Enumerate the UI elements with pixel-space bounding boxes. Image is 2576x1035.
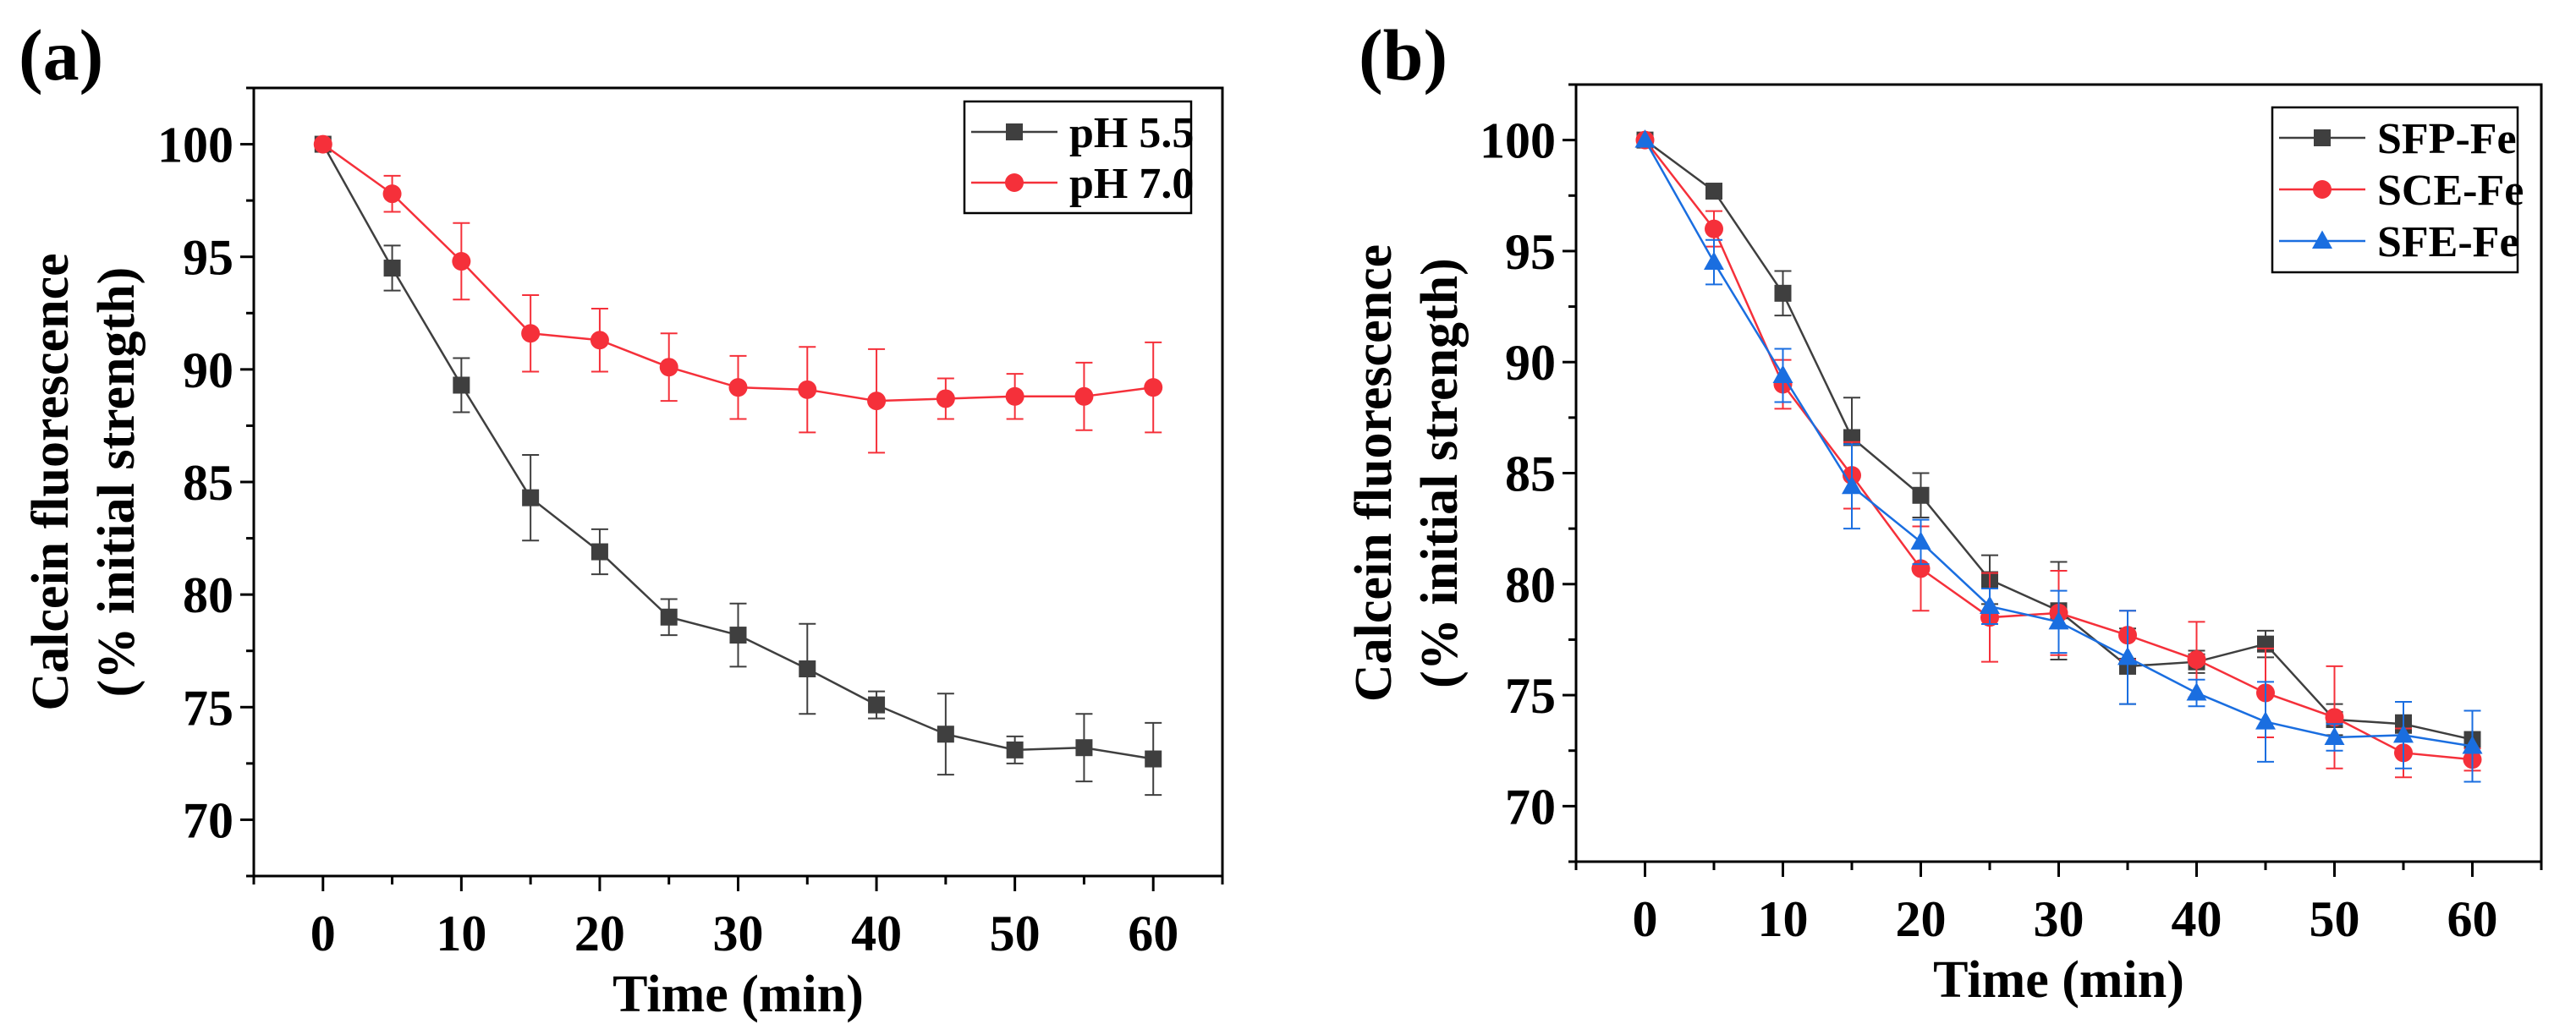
data-point	[313, 134, 332, 154]
x-tick-label: 50	[990, 906, 1041, 961]
data-point	[1074, 386, 1094, 406]
x-tick-label: 40	[2172, 891, 2222, 947]
y-tick-label: 95	[1505, 224, 1556, 280]
data-point	[799, 660, 816, 678]
y-tick-label: 75	[1505, 668, 1556, 724]
y-axis-title-line2: (% initial strength)	[88, 267, 146, 698]
x-tick-label: 20	[574, 906, 625, 961]
x-tick-label: 60	[2447, 891, 2498, 947]
y-tick-label: 85	[1505, 446, 1556, 502]
data-point	[660, 608, 678, 626]
data-point	[1704, 251, 1724, 271]
data-point	[453, 376, 470, 394]
data-point	[1772, 364, 1793, 383]
legend: pH 5.5pH 7.0	[963, 100, 1194, 215]
data-point	[452, 252, 471, 271]
series-sfe-fe	[1634, 129, 2483, 783]
y-tick-label: 70	[1505, 779, 1556, 835]
x-tick-label: 50	[2310, 891, 2360, 947]
x-tick-label: 10	[1758, 891, 1809, 947]
x-axis-title: Time (min)	[1933, 951, 2184, 1009]
y-axis-title-line2: (% initial strength)	[1411, 258, 1469, 688]
data-point	[936, 389, 955, 408]
y-tick-label: 85	[183, 455, 233, 511]
data-point	[383, 260, 401, 277]
legend-square-icon	[1006, 123, 1023, 140]
data-point	[590, 543, 608, 561]
legend-label: SCE-Fe	[2377, 167, 2524, 215]
x-tick-label: 0	[1633, 891, 1658, 947]
data-point	[1705, 183, 1722, 200]
data-point	[521, 324, 541, 343]
legend-square-icon	[2314, 129, 2331, 146]
data-point	[2462, 735, 2483, 754]
x-tick-label: 0	[310, 906, 336, 961]
data-point	[1842, 475, 1862, 495]
y-axis-title-line1: Calcein fluorescence	[1345, 244, 1403, 702]
data-point	[728, 378, 748, 397]
series-ph-5-5	[314, 135, 1162, 797]
legend-box	[963, 100, 1193, 215]
y-tick-label: 100	[1480, 113, 1556, 169]
data-point	[2048, 611, 2069, 630]
data-point	[1634, 129, 1656, 148]
panel-a: (a) 0 10 20 30 40 50 60 70 75 80 85 90 95 100 Time (min…	[19, 14, 1224, 1023]
data-point	[1006, 741, 1024, 758]
x-tick-label: 30	[713, 906, 764, 961]
y-axis-title-line1: Calcein fluorescence	[22, 253, 80, 710]
data-point	[1910, 531, 1931, 550]
data-point	[1144, 378, 1163, 397]
y-tick-label: 70	[183, 792, 233, 848]
y-tick-label: 80	[183, 567, 233, 623]
data-point	[1705, 219, 1723, 238]
data-point	[522, 489, 540, 507]
panel-b: (b) 0 10 20 30 40 50 60 70 75 80 85 90 95 100 Time (min…	[1345, 14, 2543, 1009]
legend-label: pH 5.5	[1069, 109, 1194, 157]
x-tick-label: 20	[1896, 891, 1947, 947]
data-point	[1075, 739, 1093, 757]
data-point	[1145, 750, 1162, 768]
data-point	[2325, 708, 2344, 727]
y-tick-label: 75	[183, 680, 233, 736]
legend-circle-icon	[1005, 173, 1024, 192]
data-point	[867, 392, 887, 411]
panel-label: (a)	[19, 14, 103, 96]
data-point	[936, 726, 954, 743]
y-tick-label: 90	[183, 342, 233, 398]
x-tick-label: 30	[2034, 891, 2084, 947]
data-point	[2117, 646, 2138, 665]
x-axis-title: Time (min)	[612, 966, 864, 1023]
data-point	[2187, 650, 2206, 670]
panel-label: (b)	[1359, 14, 1447, 96]
data-point	[2393, 724, 2414, 743]
data-point	[382, 184, 402, 204]
data-point	[2324, 726, 2345, 745]
data-point	[2255, 711, 2276, 730]
data-point	[868, 696, 886, 714]
y-tick-label: 80	[1505, 557, 1556, 613]
legend-label: SFE-Fe	[2377, 218, 2519, 266]
x-tick-label: 40	[851, 906, 902, 961]
y-tick-label: 95	[183, 230, 233, 286]
data-point	[1980, 595, 2000, 615]
y-tick-label: 100	[157, 118, 233, 173]
data-point	[1774, 284, 1792, 302]
data-point	[590, 331, 609, 350]
x-tick-label: 60	[1128, 906, 1178, 961]
data-point	[659, 358, 678, 377]
data-point	[729, 627, 747, 644]
data-point	[1912, 486, 1930, 504]
data-point	[1005, 386, 1024, 406]
data-point	[798, 380, 817, 399]
legend-circle-icon	[2313, 180, 2332, 199]
data-point	[2186, 682, 2207, 701]
legend-label: SFP-Fe	[2377, 115, 2517, 163]
legend-label: pH 7.0	[1069, 160, 1194, 208]
x-tick-label: 10	[436, 906, 486, 961]
y-tick-label: 90	[1505, 335, 1556, 391]
series-ph-7-0	[313, 134, 1163, 454]
legend-triangle-icon	[2312, 230, 2332, 249]
